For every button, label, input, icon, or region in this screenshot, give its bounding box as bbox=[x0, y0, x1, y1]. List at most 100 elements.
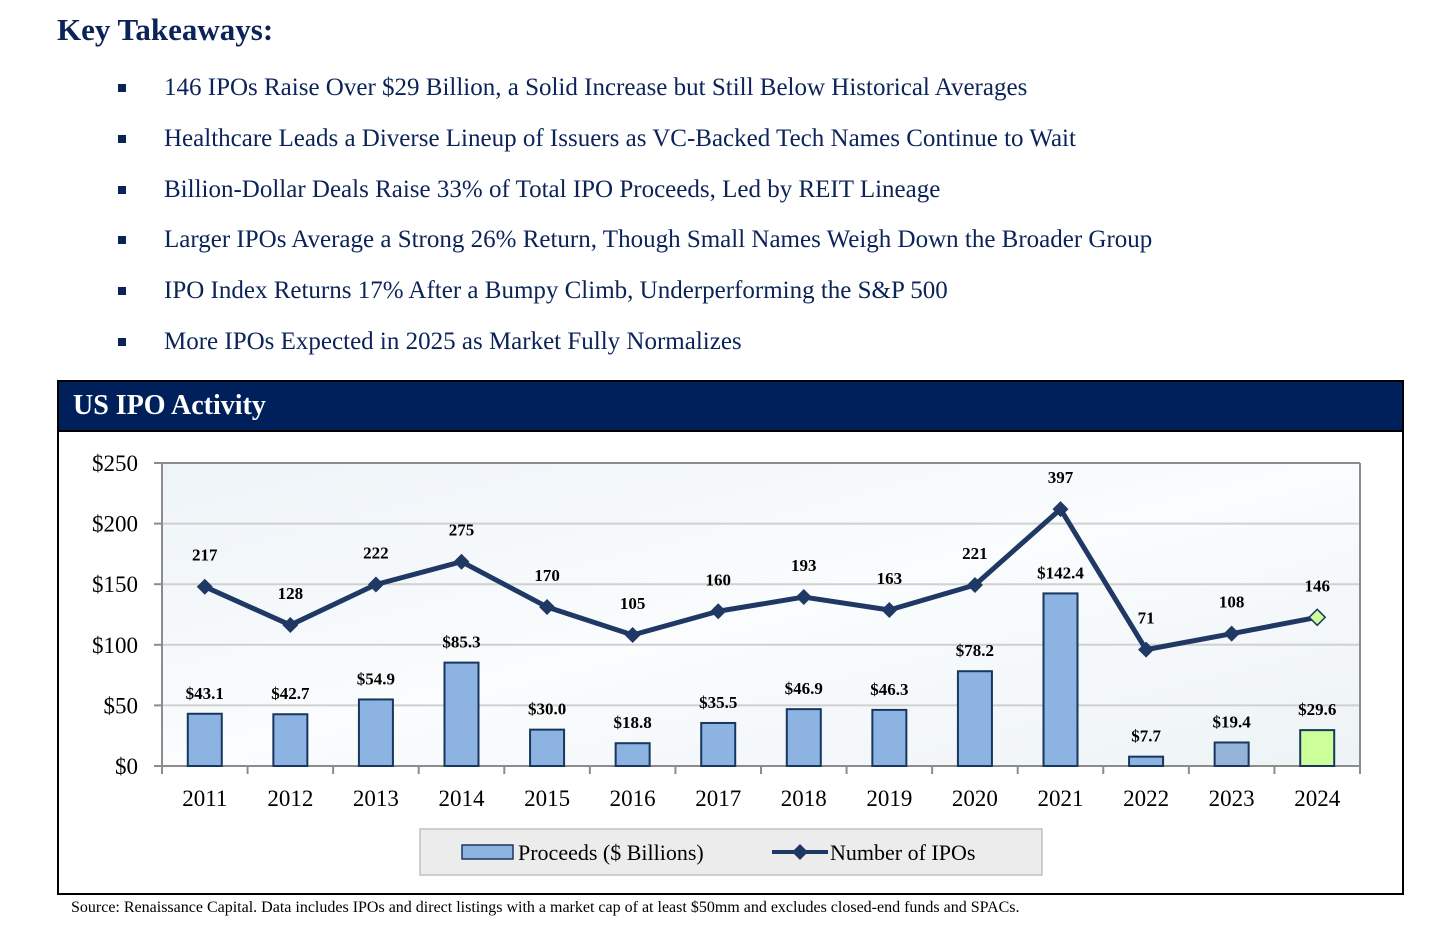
bar-data-label: $43.1 bbox=[186, 684, 224, 703]
bar-data-label: $19.4 bbox=[1213, 712, 1252, 731]
y-tick-label: $0 bbox=[115, 754, 138, 779]
line-data-label: 170 bbox=[534, 566, 560, 585]
proceeds-bar bbox=[871, 708, 908, 767]
ipo-count-marker bbox=[710, 603, 727, 620]
proceeds-bar bbox=[1128, 755, 1165, 768]
x-tick-label: 2014 bbox=[439, 786, 486, 811]
bullet-square-icon bbox=[118, 134, 126, 143]
legend-box bbox=[419, 828, 1043, 876]
proceeds-bar bbox=[529, 728, 566, 768]
y-tick-label: $100 bbox=[92, 633, 138, 658]
ipo-count-marker bbox=[1052, 501, 1069, 518]
proceeds-bar bbox=[700, 721, 737, 767]
y-tick-label: $200 bbox=[92, 512, 138, 537]
bullet-text: Healthcare Leads a Diverse Lineup of Iss… bbox=[164, 124, 1076, 152]
x-tick-label: 2017 bbox=[695, 786, 741, 811]
proceeds-bar bbox=[956, 670, 993, 768]
takeaways-list: 146 IPOs Raise Over $29 Billion, a Solid… bbox=[118, 74, 1152, 379]
y-tick-label: $150 bbox=[92, 572, 138, 597]
y-tick-label: $250 bbox=[92, 451, 138, 476]
list-item: Larger IPOs Average a Strong 26% Return,… bbox=[118, 226, 1152, 277]
source-note: Source: Renaissance Capital. Data includ… bbox=[71, 899, 1020, 916]
bullet-square-icon bbox=[118, 337, 126, 346]
bullet-square-icon bbox=[118, 236, 126, 245]
page-title: Key Takeaways: bbox=[57, 12, 274, 47]
ipo-count-marker bbox=[624, 626, 641, 643]
x-tick-label: 2022 bbox=[1123, 786, 1169, 811]
x-tick-label: 2021 bbox=[1038, 786, 1084, 811]
line-data-label: 397 bbox=[1048, 468, 1074, 487]
x-tick-label: 2015 bbox=[524, 786, 570, 811]
line-data-label: 108 bbox=[1219, 593, 1245, 612]
list-item: More IPOs Expected in 2025 as Market Ful… bbox=[118, 328, 1152, 379]
bar-data-label: $78.2 bbox=[956, 641, 994, 660]
proceeds-bar bbox=[614, 742, 651, 768]
bar-data-label: $18.8 bbox=[614, 713, 652, 732]
line-data-label: 275 bbox=[449, 521, 475, 540]
line-data-label: 160 bbox=[705, 570, 731, 589]
proceeds-bar bbox=[443, 661, 480, 767]
x-tick-label: 2024 bbox=[1294, 786, 1341, 811]
x-tick-label: 2018 bbox=[781, 786, 827, 811]
bar-data-label: $46.3 bbox=[870, 680, 908, 699]
ipo-count-marker bbox=[1308, 608, 1327, 627]
list-item: IPO Index Returns 17% After a Bumpy Clim… bbox=[118, 277, 1152, 328]
plot-area bbox=[162, 463, 1360, 766]
line-data-label: 128 bbox=[278, 584, 304, 603]
line-data-label: 163 bbox=[877, 569, 903, 588]
ipo-count-marker bbox=[453, 553, 470, 570]
proceeds-bar bbox=[1213, 741, 1250, 767]
line-data-label: 193 bbox=[791, 556, 817, 575]
x-tick-label: 2016 bbox=[610, 786, 656, 811]
proceeds-bar bbox=[1042, 592, 1079, 767]
bullet-square-icon bbox=[118, 185, 126, 194]
x-tick-label: 2020 bbox=[952, 786, 998, 811]
y-tick-label: $50 bbox=[104, 693, 139, 718]
legend-diamond-icon bbox=[792, 844, 808, 860]
line-data-label: 222 bbox=[363, 544, 389, 563]
list-item: 146 IPOs Raise Over $29 Billion, a Solid… bbox=[118, 74, 1152, 125]
proceeds-bar bbox=[1299, 729, 1336, 768]
list-item: Healthcare Leads a Diverse Lineup of Iss… bbox=[118, 125, 1152, 176]
proceeds-bar bbox=[186, 712, 223, 768]
ipo-count-marker bbox=[282, 617, 299, 634]
bullet-text: Larger IPOs Average a Strong 26% Return,… bbox=[164, 226, 1153, 254]
bar-data-label: $7.7 bbox=[1131, 727, 1161, 746]
ipo-count-marker bbox=[196, 578, 213, 595]
proceeds-bar bbox=[272, 713, 309, 768]
line-data-label: 146 bbox=[1304, 576, 1330, 595]
ipo-count-marker bbox=[966, 576, 983, 593]
panel-title: US IPO Activity bbox=[59, 382, 1402, 432]
line-data-label: 221 bbox=[962, 544, 988, 563]
proceeds-bar bbox=[785, 708, 822, 768]
x-tick-label: 2011 bbox=[182, 786, 227, 811]
bar-data-label: $42.7 bbox=[271, 684, 310, 703]
bar-data-label: $85.3 bbox=[442, 633, 480, 652]
bullet-square-icon bbox=[118, 84, 126, 92]
line-data-label: 217 bbox=[192, 546, 218, 565]
legend-label-ipos: Number of IPOs bbox=[830, 840, 975, 865]
x-tick-label: 2012 bbox=[267, 786, 313, 811]
ipo-count-marker bbox=[539, 598, 556, 615]
bullet-text: More IPOs Expected in 2025 as Market Ful… bbox=[164, 327, 742, 355]
bar-data-label: $29.6 bbox=[1298, 700, 1336, 719]
legend-bar-swatch bbox=[461, 844, 514, 860]
ipo-count-marker bbox=[1223, 625, 1240, 642]
ipo-count-marker bbox=[795, 589, 812, 606]
bullet-text: 146 IPOs Raise Over $29 Billion, a Solid… bbox=[164, 74, 1028, 101]
bar-data-label: $142.4 bbox=[1037, 563, 1084, 582]
bullet-text: Billion-Dollar Deals Raise 33% of Total … bbox=[164, 175, 941, 203]
bullet-square-icon bbox=[118, 287, 126, 296]
ipo-count-marker bbox=[1138, 641, 1155, 658]
bar-data-label: $54.9 bbox=[357, 669, 395, 688]
line-data-label: 105 bbox=[620, 594, 646, 613]
ipo-count-line bbox=[203, 506, 1318, 653]
proceeds-bar bbox=[357, 698, 394, 767]
line-data-label: 71 bbox=[1138, 609, 1155, 628]
list-item: Billion-Dollar Deals Raise 33% of Total … bbox=[118, 176, 1152, 227]
legend-label-proceeds: Proceeds ($ Billions) bbox=[518, 840, 704, 865]
x-tick-label: 2019 bbox=[866, 786, 912, 811]
ipo-count-marker bbox=[881, 601, 898, 618]
x-tick-label: 2013 bbox=[353, 786, 399, 811]
